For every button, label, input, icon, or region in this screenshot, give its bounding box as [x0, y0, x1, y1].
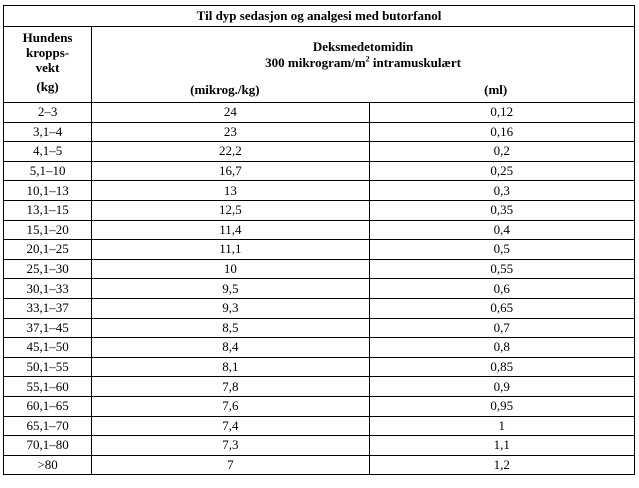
table-row: 5,1–10 16,7 0,25 [2, 160, 636, 182]
dose-cell: 7,6 [91, 395, 370, 417]
table-row: 3,1–4 23 0,16 [2, 121, 636, 143]
drug-header-text: Deksmedetomidin 300 mikrogram/m2 intramu… [92, 39, 634, 71]
volume-cell: 0,4 [368, 219, 636, 241]
table-row: 70,1–80 7,3 1,1 [2, 435, 636, 456]
dose-cell: 24 [91, 102, 370, 123]
dose-cell: 11,1 [91, 239, 370, 260]
dose-cell: 8,5 [91, 317, 370, 339]
volume-cell: 0,65 [368, 297, 636, 319]
weight-cell: 13,1–15 [2, 199, 93, 221]
table-row: 10,1–13 13 0,3 [2, 180, 636, 201]
weight-cell: 10,1–13 [2, 180, 93, 201]
weight-cell: 15,1–20 [2, 219, 93, 241]
volume-cell: 1,1 [368, 435, 636, 456]
dose-cell: 13 [91, 180, 370, 201]
weight-cell: 55,1–60 [2, 376, 93, 397]
weight-cell: 30,1–33 [2, 278, 93, 299]
table-row: 45,1–50 8,4 0,8 [2, 337, 636, 358]
dose-cell: 9,3 [91, 297, 370, 319]
drug-name: Deksmedetomidin [312, 39, 414, 54]
dose-cell: 9,5 [91, 278, 370, 299]
weight-cell: 50,1–55 [2, 356, 93, 378]
weight-header-line-4: (kg) [36, 79, 59, 94]
volume-cell: 0,7 [368, 317, 636, 339]
volume-cell: 0,25 [368, 160, 636, 182]
weight-header-line-1: Hundens [22, 30, 73, 45]
table-row: 65,1–70 7,4 1 [2, 415, 636, 437]
weight-cell: 60,1–65 [2, 395, 93, 417]
table-row: 60,1–65 7,6 0,95 [2, 395, 636, 417]
dose-cell: 7 [91, 454, 370, 476]
drug-dose: 300 mikrogram/m2 intramuskulært [92, 55, 634, 71]
dose-unit-label: (mikrog./kg) [190, 82, 260, 97]
volume-cell: 0,2 [368, 141, 636, 162]
weight-cell: 45,1–50 [2, 337, 93, 358]
weight-cell: 33,1–37 [2, 297, 93, 319]
weight-header-line-2: kropps- [26, 45, 70, 60]
weight-cell: 65,1–70 [2, 415, 93, 437]
table-title: Til dyp sedasjon og analgesi med butorfa… [3, 5, 635, 27]
weight-cell: >80 [2, 454, 93, 476]
dose-cell: 7,8 [91, 376, 370, 397]
weight-cell: 3,1–4 [2, 121, 93, 143]
weight-cell: 2–3 [2, 102, 93, 123]
drug-dose-suffix: intramuskulært [369, 55, 461, 70]
weight-cell: 20,1–25 [2, 239, 93, 260]
table-row: 50,1–55 8,1 0,85 [2, 356, 636, 378]
dose-cell: 8,4 [91, 337, 370, 358]
table-title-row: Til dyp sedasjon og analgesi med butorfa… [3, 5, 635, 27]
weight-header-line-3: vekt [35, 60, 60, 75]
weight-cell: 25,1–30 [2, 258, 93, 280]
volume-cell: 0,6 [368, 278, 636, 299]
table-header-row: Hundens kropps- vekt (kg) Deksmedetomidi… [2, 26, 635, 103]
drug-column-header: Deksmedetomidin 300 mikrogram/m2 intramu… [91, 26, 635, 103]
volume-cell: 0,95 [368, 395, 636, 417]
volume-cell: 0,16 [368, 121, 636, 143]
volume-cell: 0,55 [368, 258, 636, 280]
volume-cell: 1 [368, 415, 636, 437]
volume-cell: 1,2 [368, 454, 636, 476]
table-row: 4,1–5 22,2 0,2 [2, 141, 636, 162]
table-row: >80 7 1,2 [2, 454, 636, 476]
dose-cell: 22,2 [91, 141, 370, 162]
weight-cell: 5,1–10 [2, 160, 93, 182]
dose-cell: 11,4 [91, 219, 370, 241]
table-row: 37,1–45 8,5 0,7 [2, 317, 636, 339]
dose-cell: 12,5 [91, 199, 370, 221]
table-body: 2–3 24 0,12 3,1–4 23 0,16 4,1–5 22,2 0,2 5,1–10 16… [2, 102, 636, 476]
weight-cell: 70,1–80 [2, 435, 93, 456]
volume-cell: 0,85 [368, 356, 636, 378]
volume-cell: 0,5 [368, 239, 636, 260]
weight-cell: 4,1–5 [2, 141, 93, 162]
volume-cell: 0,35 [368, 199, 636, 221]
table-row: 15,1–20 11,4 0,4 [2, 219, 636, 241]
dose-cell: 7,4 [91, 415, 370, 437]
weight-column-header: Hundens kropps- vekt (kg) [2, 26, 93, 103]
dosing-table: Til dyp sedasjon og analgesi med butorfa… [2, 5, 636, 476]
dosing-table-container: Til dyp sedasjon og analgesi med butorfa… [2, 5, 636, 476]
weight-cell: 37,1–45 [2, 317, 93, 339]
volume-cell: 0,9 [368, 376, 636, 397]
drug-dose-prefix: 300 mikrogram/m [265, 55, 366, 70]
dose-cell: 7,3 [91, 435, 370, 456]
table-row: 30,1–33 9,5 0,6 [2, 278, 636, 299]
dose-cell: 10 [91, 258, 370, 280]
volume-cell: 0,3 [368, 180, 636, 201]
table-row: 55,1–60 7,8 0,9 [2, 376, 636, 397]
volume-cell: 0,8 [368, 337, 636, 358]
table-row: 20,1–25 11,1 0,5 [2, 239, 636, 260]
table-row: 13,1–15 12,5 0,35 [2, 199, 636, 221]
table-row: 2–3 24 0,12 [2, 102, 636, 123]
dose-cell: 8,1 [91, 356, 370, 378]
table-row: 33,1–37 9,3 0,65 [2, 297, 636, 319]
volume-unit-label: (ml) [484, 82, 508, 97]
table-row: 25,1–30 10 0,55 [2, 258, 636, 280]
volume-cell: 0,12 [368, 102, 636, 123]
drug-dose-superscript: 2 [365, 54, 370, 64]
dose-cell: 23 [91, 121, 370, 143]
dose-cell: 16,7 [91, 160, 370, 182]
